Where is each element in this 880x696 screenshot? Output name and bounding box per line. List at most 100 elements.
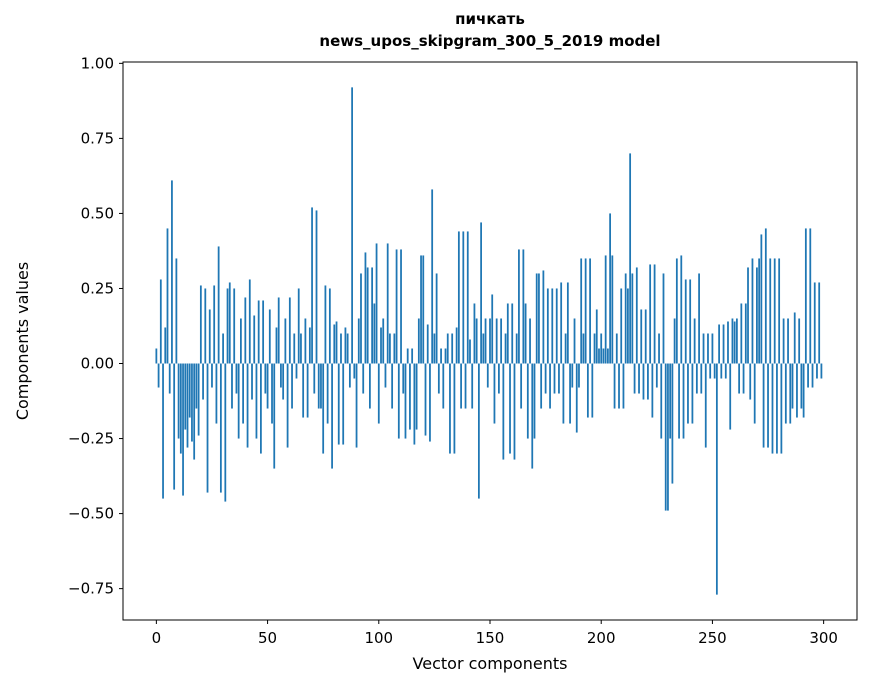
bar	[348, 363, 351, 388]
bar	[500, 318, 503, 364]
bar	[673, 318, 676, 364]
bar	[308, 327, 311, 364]
x-tick-label: 150	[476, 629, 505, 647]
bar	[242, 363, 244, 424]
bar	[611, 255, 614, 364]
bar	[482, 333, 485, 364]
y-tick-label: −0.75	[68, 580, 114, 598]
bar	[271, 363, 273, 424]
bar	[386, 243, 389, 364]
y-tick-label: 1.00	[81, 54, 114, 72]
bar	[762, 363, 765, 448]
bar	[807, 363, 809, 388]
bar	[297, 288, 300, 364]
x-tick-label: 200	[587, 629, 616, 647]
bar	[591, 363, 594, 418]
bar	[175, 258, 178, 364]
bar	[375, 243, 378, 364]
bar	[360, 273, 362, 364]
bar	[331, 363, 333, 469]
bar	[800, 363, 803, 409]
bar	[573, 318, 576, 364]
bar	[675, 258, 678, 364]
bar	[411, 348, 414, 364]
bars-group	[155, 87, 823, 595]
x-tick-label: 50	[258, 629, 277, 647]
bar	[302, 363, 305, 418]
x-tick-label: 250	[698, 629, 727, 647]
bar	[251, 363, 253, 400]
bar	[337, 363, 340, 445]
bar	[593, 333, 596, 364]
bar	[426, 324, 429, 364]
bar	[582, 333, 585, 364]
bar	[168, 363, 171, 394]
bar	[727, 321, 729, 364]
bar	[159, 279, 162, 364]
bar	[484, 318, 487, 364]
bar	[191, 363, 193, 442]
bar	[400, 249, 402, 364]
y-tick-label: 0.50	[81, 204, 114, 222]
bar	[155, 348, 158, 364]
bar	[655, 363, 658, 388]
bar	[264, 363, 267, 394]
bar	[469, 339, 471, 364]
bar	[366, 267, 369, 364]
bar	[237, 363, 240, 439]
bar	[809, 228, 812, 364]
bar	[531, 363, 534, 469]
bar	[764, 228, 767, 364]
bar	[362, 363, 365, 394]
bar	[742, 363, 745, 394]
bar	[598, 348, 600, 364]
bar	[202, 363, 204, 400]
bar	[280, 363, 282, 388]
bar	[477, 363, 480, 499]
bar	[595, 309, 598, 364]
bar	[509, 363, 511, 454]
bar	[219, 363, 222, 493]
bar	[715, 363, 718, 595]
bar	[471, 363, 474, 409]
bar	[649, 264, 652, 364]
bar	[518, 249, 520, 364]
bar	[793, 312, 796, 364]
bar	[284, 318, 287, 364]
bar	[235, 363, 238, 394]
bar	[257, 300, 260, 364]
bar	[756, 267, 758, 364]
bar	[311, 207, 313, 364]
y-tick-label: 0.00	[81, 355, 114, 373]
bar	[197, 363, 200, 436]
bar	[635, 267, 638, 364]
bar	[453, 363, 456, 454]
bar	[222, 333, 224, 364]
bar	[333, 324, 336, 364]
bar	[633, 363, 636, 394]
bar	[660, 363, 663, 439]
bar	[758, 258, 761, 364]
bar	[589, 258, 591, 364]
bar	[524, 303, 527, 364]
bar	[538, 273, 540, 364]
ticks-group: 0 50 100 150 200 250 300 −0.75 −0.50 −0.25 0.00 0.2…	[68, 54, 838, 647]
bar	[213, 285, 216, 364]
bar	[798, 318, 801, 364]
bar	[564, 333, 567, 364]
bar	[255, 363, 258, 439]
bar	[389, 333, 391, 364]
bar	[475, 318, 478, 364]
bar	[749, 363, 752, 400]
bar	[328, 288, 331, 364]
bar	[435, 273, 438, 364]
bar	[266, 363, 269, 409]
bar	[602, 348, 605, 364]
bar	[506, 303, 509, 364]
bar	[346, 333, 349, 364]
bar	[244, 297, 247, 364]
bar	[678, 363, 680, 439]
bar	[695, 363, 698, 394]
bar	[431, 189, 434, 364]
